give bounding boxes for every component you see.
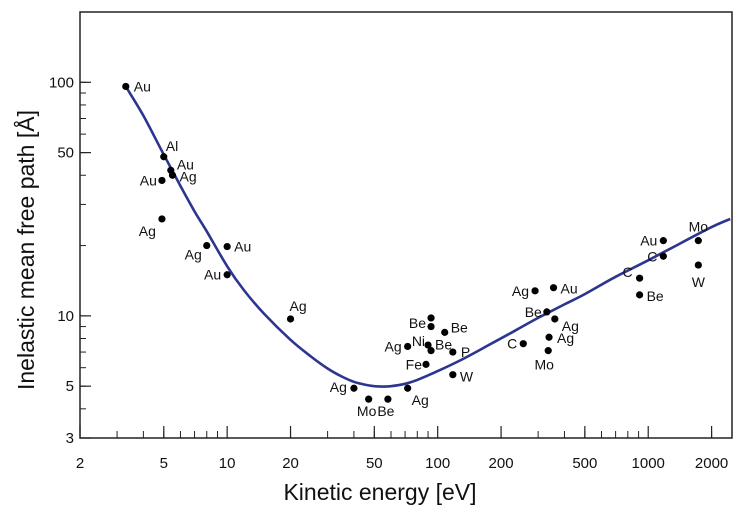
data-point (286, 315, 295, 323)
y-axis-title: Inelastic mean free path [Å] (12, 110, 39, 390)
data-point (449, 348, 457, 356)
data-point (404, 342, 412, 351)
point-label: Ag (512, 283, 529, 299)
data-point (441, 328, 449, 336)
data-point (544, 347, 552, 355)
data-point (168, 171, 177, 179)
plot-frame (79, 11, 733, 439)
point-label: Ag (412, 392, 429, 408)
point-label: Ag (139, 223, 156, 239)
point-label: W (692, 274, 706, 290)
point-label: Ag (290, 298, 307, 314)
data-point (635, 274, 644, 282)
data-point (365, 395, 373, 403)
point-label: Be (451, 319, 468, 335)
x-tick-label: 20 (282, 455, 299, 472)
data-point (449, 371, 457, 379)
point-label: Be (525, 304, 542, 320)
point-label: Al (166, 138, 178, 154)
point-label: C (647, 248, 657, 264)
point-label: P (461, 344, 470, 360)
point-label: Be (377, 403, 394, 419)
data-point (427, 322, 435, 331)
point-label: Ag (557, 330, 574, 346)
point-label: Be (647, 288, 664, 304)
data-point (350, 384, 358, 392)
point-label: Au (204, 267, 221, 283)
data-point (531, 287, 539, 295)
data-point (635, 291, 644, 299)
data-point (549, 284, 558, 292)
point-label: Au (134, 78, 151, 94)
y-tick-label: 5 (66, 378, 74, 395)
data-point (694, 261, 702, 269)
x-axis-title: Kinetic energy [eV] (283, 479, 476, 505)
point-label: Ag (562, 318, 579, 334)
point-label: Mo (535, 357, 555, 373)
data-point (551, 315, 559, 323)
data-point (427, 314, 435, 322)
y-tick-label: 100 (49, 74, 74, 91)
data-point (122, 82, 130, 91)
x-tick-label: 200 (489, 455, 514, 472)
data-point (203, 241, 211, 250)
data-point (158, 176, 166, 185)
data-point (384, 395, 392, 403)
y-axis: 3 5 10 50 100 (49, 11, 91, 447)
point-label: Ni (412, 333, 425, 349)
point-label: Be (435, 337, 452, 353)
x-tick-label: 100 (425, 455, 450, 472)
data-point (694, 237, 702, 245)
data-point (427, 347, 435, 355)
point-label: Ag (185, 247, 202, 263)
point-label: Au (140, 172, 157, 188)
point-label: Au (234, 239, 251, 255)
point-label: C (622, 264, 632, 280)
point-label: Au (177, 156, 194, 172)
point-label: Ag (179, 168, 196, 184)
point-label: Mo (689, 219, 709, 235)
x-tick-label: 500 (572, 455, 597, 472)
point-label: Mo (357, 403, 377, 419)
y-tick-label: 50 (57, 145, 74, 162)
x-tick-label: 50 (366, 455, 383, 472)
point-label: Be (409, 315, 426, 331)
point-label: Ag (330, 379, 347, 395)
data-point (223, 242, 231, 251)
universal-curve (124, 85, 731, 388)
data-point (158, 215, 166, 223)
data-point (543, 308, 551, 316)
data-point (424, 341, 432, 349)
x-tick-label: 1000 (632, 455, 665, 472)
point-label: C (507, 336, 517, 352)
y-tick-label: 10 (57, 308, 74, 325)
x-tick-label: 2 (76, 455, 84, 472)
point-label: Au (640, 233, 657, 249)
data-point (659, 237, 667, 245)
data-point (422, 360, 430, 368)
x-tick-label: 2000 (695, 455, 728, 472)
curve-layer (124, 85, 731, 388)
data-point (160, 153, 168, 161)
data-point (659, 252, 667, 260)
x-tick-label: 10 (219, 455, 236, 472)
point-label: Au (561, 281, 578, 297)
data-point (404, 384, 412, 392)
point-label: Fe (406, 356, 423, 372)
data-point (223, 271, 231, 279)
point-label: W (460, 369, 474, 385)
point-label: Ag (385, 338, 402, 354)
y-tick-label: 3 (66, 430, 74, 447)
data-point (519, 340, 527, 348)
data-point (545, 333, 553, 341)
x-axis: 2 5 10 20 50 100 200 500 1000 2000 (76, 426, 728, 472)
x-tick-label: 5 (160, 455, 168, 472)
